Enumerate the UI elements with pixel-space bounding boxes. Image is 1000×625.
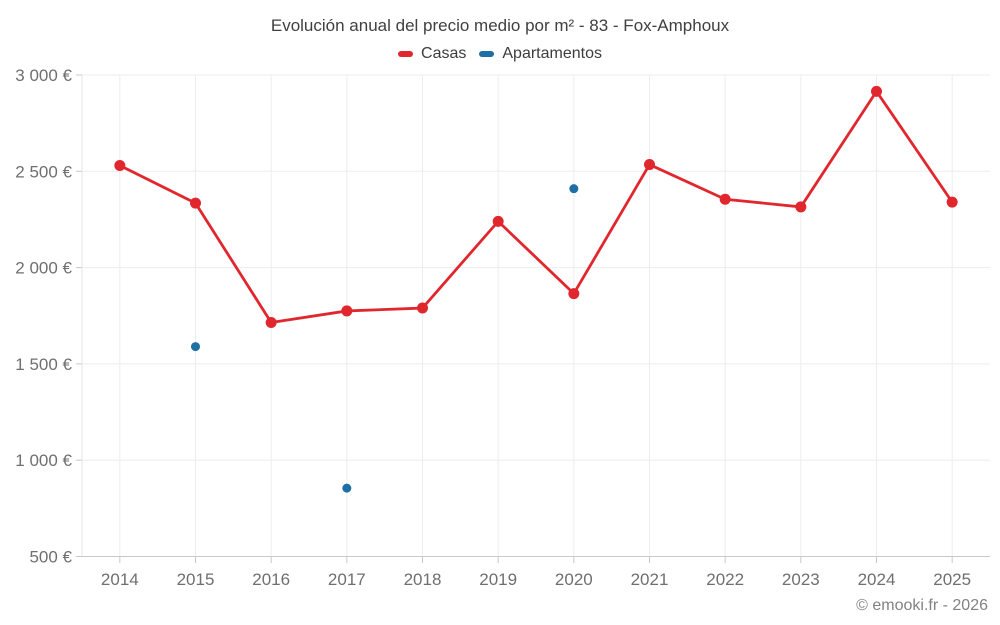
x-axis-label-2014: 2014 — [101, 570, 139, 589]
legend-swatch-casas — [398, 51, 414, 57]
copyright-watermark: © emooki.fr - 2026 — [856, 597, 988, 614]
x-axis-label-2023: 2023 — [782, 570, 820, 589]
series-casas — [114, 85, 958, 328]
x-axis-label-2021: 2021 — [631, 570, 669, 589]
series-apartamentos — [191, 184, 579, 493]
x-axis-label-2025: 2025 — [933, 570, 971, 589]
x-axis-label-2016: 2016 — [252, 570, 290, 589]
chart-title: Evolución anual del precio medio por m² … — [270, 16, 730, 35]
legend-swatch-apartamentos — [479, 51, 495, 57]
x-axis-label-2017: 2017 — [328, 570, 366, 589]
data-point-casas-2016[interactable] — [265, 316, 277, 328]
data-point-casas-2024[interactable] — [871, 85, 882, 97]
x-axis-label-2015: 2015 — [177, 570, 215, 589]
y-axis-label-3000: 3 000 € — [15, 66, 72, 85]
y-axis-label-2000: 2 000 € — [15, 259, 72, 278]
y-axis-label-1500: 1 500 € — [15, 355, 72, 374]
data-point-casas-2020[interactable] — [568, 288, 580, 300]
x-axis-label-2019: 2019 — [479, 570, 517, 589]
y-axis-label-1000: 1 000 € — [15, 451, 72, 470]
y-axis-label-2500: 2 500 € — [15, 162, 72, 181]
legend-item-apartamentos[interactable]: Apartamentos — [479, 45, 602, 63]
series-line-casas — [118, 89, 954, 324]
x-axis-label-2018: 2018 — [404, 570, 442, 589]
x-axis-label-2024: 2024 — [858, 570, 896, 589]
data-point-casas-2022[interactable] — [719, 193, 731, 205]
data-point-casas-2014[interactable] — [114, 160, 126, 172]
data-point-casas-2018[interactable] — [417, 302, 428, 314]
x-axis-label-2020: 2020 — [555, 570, 593, 589]
legend-item-casas[interactable]: Casas — [398, 45, 466, 63]
data-point-apartamentos-2015[interactable] — [191, 342, 200, 352]
data-point-casas-2019[interactable] — [492, 215, 504, 227]
legend-label: Casas — [421, 45, 467, 62]
data-point-casas-2021[interactable] — [644, 159, 655, 171]
data-point-casas-2023[interactable] — [795, 201, 807, 213]
legend: Casas Apartamentos — [0, 44, 1000, 64]
data-point-apartamentos-2017[interactable] — [342, 483, 352, 493]
data-point-casas-2017[interactable] — [341, 305, 353, 317]
x-axis-label-2022: 2022 — [706, 570, 744, 589]
data-point-apartamentos-2020[interactable] — [569, 184, 579, 194]
y-axis-label-500: 500 € — [29, 548, 72, 567]
legend-label: Apartamentos — [502, 45, 602, 62]
data-point-casas-2015[interactable] — [190, 197, 201, 209]
data-point-casas-2025[interactable] — [946, 196, 958, 208]
